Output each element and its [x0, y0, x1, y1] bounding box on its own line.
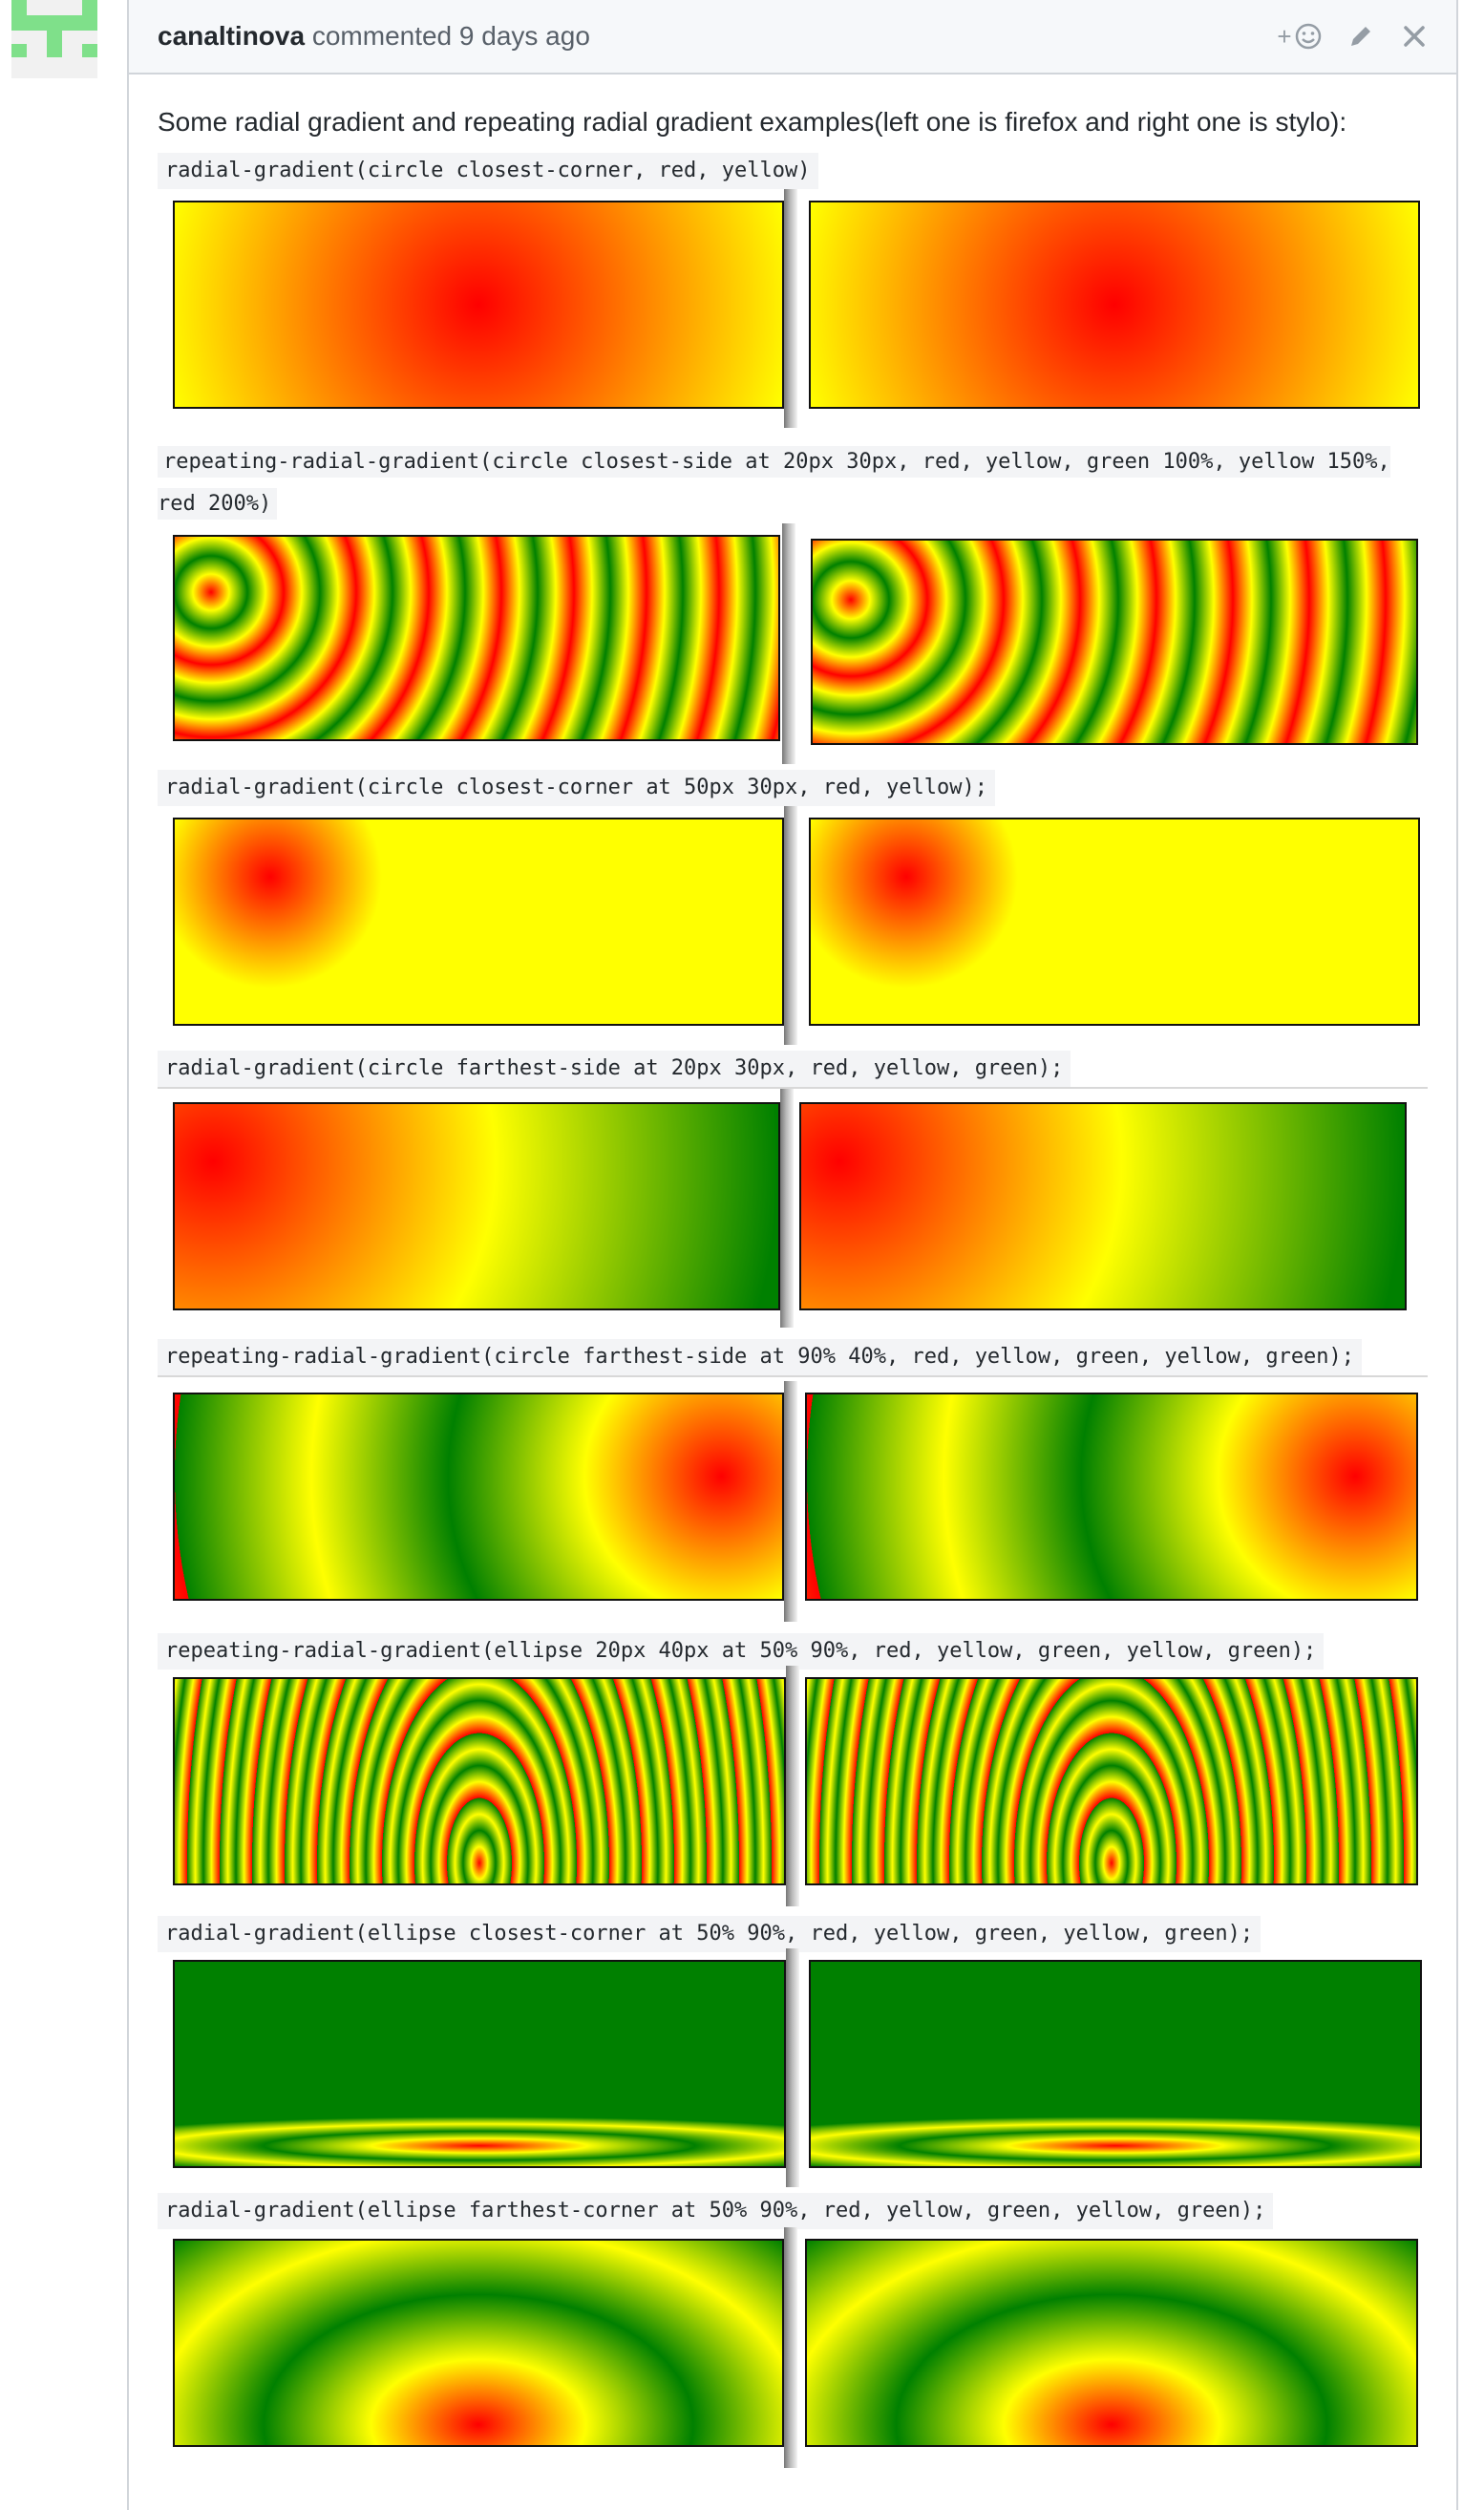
firefox-render-8 — [173, 2239, 784, 2447]
stylo-render-7 — [809, 1960, 1422, 2168]
author-link[interactable]: canaltinova — [158, 21, 306, 51]
stylo-render-6 — [805, 1677, 1418, 1885]
screenshot-shadow — [786, 1666, 799, 1906]
divider — [158, 1375, 1428, 1377]
plus-label: + — [1277, 21, 1292, 51]
comment-header: canaltinova commented 9 days ago + — [129, 0, 1456, 74]
screenshot-shadow — [786, 1948, 799, 2187]
avatar-pixel — [82, 44, 97, 57]
comment-intro: Some radial gradient and repeating radia… — [158, 107, 1347, 137]
avatar[interactable] — [11, 0, 97, 78]
avatar-pixel — [11, 15, 97, 31]
pencil-icon[interactable] — [1342, 17, 1380, 55]
close-icon[interactable] — [1395, 17, 1433, 55]
stylo-render-2 — [811, 539, 1418, 745]
firefox-render-7 — [173, 1960, 786, 2168]
screenshot-shadow — [784, 2227, 797, 2468]
stylo-render-4 — [799, 1102, 1407, 1310]
stylo-render-5 — [805, 1393, 1418, 1601]
gradient-code-5: repeating-radial-gradient(circle farthes… — [158, 1339, 1363, 1375]
screenshot-shadow — [784, 1381, 797, 1622]
firefox-render-5 — [173, 1393, 784, 1601]
gradient-code-6: repeating-radial-gradient(ellipse 20px 4… — [158, 1633, 1325, 1670]
divider — [158, 1087, 1428, 1089]
gradient-code-7: radial-gradient(ellipse closest-corner a… — [158, 1916, 1261, 1952]
gradient-code-4: radial-gradient(circle farthest-side at … — [158, 1051, 1071, 1087]
gradient-code-2-text: repeating-radial-gradient(circle closest… — [158, 446, 1390, 520]
firefox-render-4 — [173, 1102, 780, 1310]
comment-timestamp[interactable]: commented 9 days ago — [305, 21, 590, 51]
avatar-pixel — [11, 44, 27, 57]
gradient-code-2: repeating-radial-gradient(circle closest… — [158, 441, 1428, 525]
screenshot-shadow — [784, 806, 797, 1045]
stylo-render-3 — [809, 818, 1420, 1026]
screenshot-shadow — [780, 1089, 794, 1328]
gradient-code-8: radial-gradient(ellipse farthest-corner … — [158, 2193, 1274, 2229]
firefox-render-3 — [173, 818, 784, 1026]
screenshot-shadow — [782, 523, 795, 764]
gradient-code-1: radial-gradient(circle closest-corner, r… — [158, 153, 818, 189]
comment: canaltinova commented 9 days ago + Some … — [127, 0, 1458, 2510]
gradient-code-3: radial-gradient(circle closest-corner at… — [158, 770, 995, 806]
stylo-render-1 — [809, 201, 1420, 409]
stylo-render-8 — [805, 2239, 1418, 2447]
smiley-icon — [1295, 23, 1321, 50]
screenshot-shadow — [784, 189, 797, 428]
firefox-render-6 — [173, 1677, 786, 1885]
firefox-render-2 — [173, 535, 780, 741]
add-reaction-button[interactable]: + — [1271, 17, 1328, 55]
avatar-pixel — [11, 0, 27, 15]
avatar-pixel — [82, 0, 97, 15]
avatar-pixel — [47, 31, 62, 57]
firefox-render-1 — [173, 201, 784, 409]
comment-meta: canaltinova commented 9 days ago — [158, 21, 590, 52]
